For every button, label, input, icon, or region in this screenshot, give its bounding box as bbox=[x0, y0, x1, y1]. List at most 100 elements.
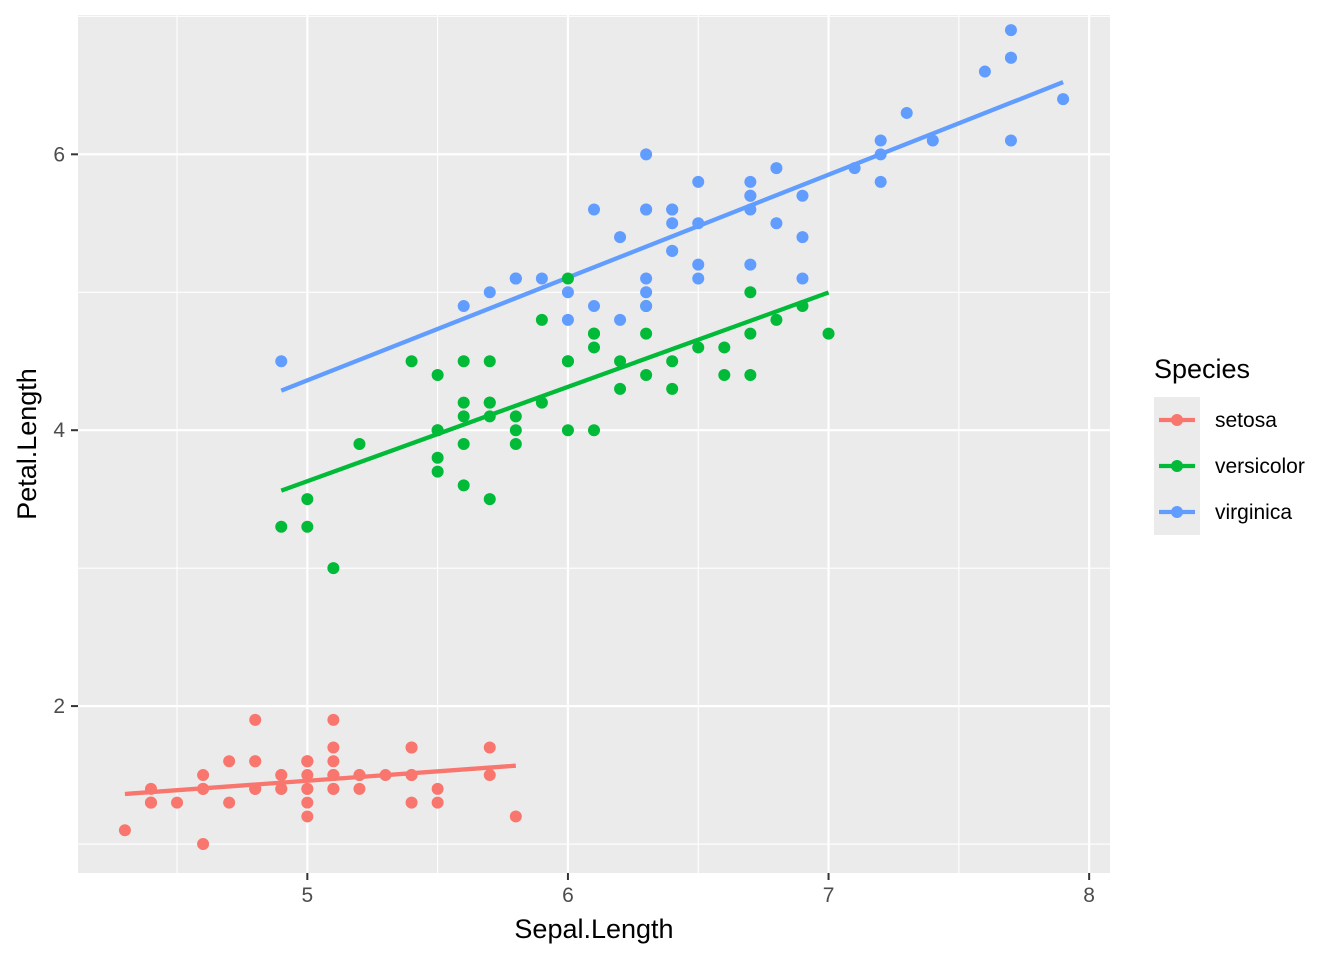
legend-key-point bbox=[1171, 414, 1183, 426]
point-virginica bbox=[614, 313, 627, 326]
point-versicolor bbox=[431, 369, 444, 382]
point-versicolor bbox=[457, 355, 470, 368]
point-virginica bbox=[1004, 51, 1017, 64]
point-setosa bbox=[249, 782, 262, 795]
point-versicolor bbox=[353, 438, 366, 450]
point-versicolor bbox=[405, 355, 418, 368]
point-versicolor bbox=[640, 369, 653, 382]
legend: Species setosa versicolor virginica bbox=[1154, 354, 1305, 535]
x-tick-label: 8 bbox=[1083, 884, 1095, 907]
point-versicolor bbox=[535, 313, 548, 326]
point-setosa bbox=[483, 769, 496, 782]
point-setosa bbox=[405, 796, 418, 809]
point-virginica bbox=[640, 272, 653, 285]
point-versicolor bbox=[796, 300, 809, 313]
point-setosa bbox=[353, 782, 366, 795]
point-virginica bbox=[457, 300, 470, 313]
point-virginica bbox=[978, 65, 991, 78]
point-setosa bbox=[197, 782, 210, 795]
x-axis: 5 6 7 8 bbox=[301, 873, 1095, 907]
point-setosa bbox=[197, 838, 210, 851]
point-virginica bbox=[561, 313, 574, 326]
point-versicolor bbox=[588, 424, 600, 437]
point-setosa bbox=[301, 782, 314, 795]
point-setosa bbox=[249, 713, 262, 726]
point-versicolor bbox=[666, 382, 679, 395]
point-setosa bbox=[144, 782, 157, 795]
point-setosa bbox=[275, 782, 288, 795]
point-setosa bbox=[144, 796, 157, 809]
point-virginica bbox=[796, 272, 809, 285]
point-virginica bbox=[640, 203, 653, 216]
point-versicolor bbox=[614, 355, 627, 368]
y-tick-label: 6 bbox=[53, 143, 65, 166]
point-versicolor bbox=[431, 465, 444, 478]
point-virginica bbox=[588, 300, 600, 313]
point-virginica bbox=[796, 231, 809, 244]
point-virginica bbox=[848, 162, 861, 175]
point-setosa bbox=[327, 755, 340, 768]
point-setosa bbox=[379, 769, 392, 782]
point-setosa bbox=[405, 769, 418, 782]
point-versicolor bbox=[561, 424, 574, 437]
point-versicolor bbox=[431, 451, 444, 464]
point-virginica bbox=[640, 300, 653, 313]
data-points bbox=[118, 24, 1070, 851]
point-virginica bbox=[692, 175, 705, 188]
point-virginica bbox=[770, 162, 783, 175]
point-versicolor bbox=[509, 424, 522, 437]
point-versicolor bbox=[561, 355, 574, 368]
point-virginica bbox=[1004, 24, 1017, 37]
point-versicolor bbox=[770, 313, 783, 326]
point-virginica bbox=[874, 134, 887, 147]
point-versicolor bbox=[509, 410, 522, 423]
point-virginica bbox=[1004, 134, 1017, 147]
point-versicolor bbox=[301, 520, 314, 533]
point-setosa bbox=[275, 769, 288, 782]
point-versicolor bbox=[457, 396, 470, 409]
point-setosa bbox=[301, 810, 314, 823]
point-virginica bbox=[483, 286, 496, 299]
fit-line-setosa bbox=[124, 763, 516, 797]
x-tick-label: 5 bbox=[301, 884, 313, 907]
point-setosa bbox=[483, 741, 496, 754]
legend-label-setosa: setosa bbox=[1215, 409, 1277, 432]
point-setosa bbox=[327, 769, 340, 782]
point-setosa bbox=[118, 824, 131, 837]
point-versicolor bbox=[327, 562, 340, 575]
y-tick-label: 2 bbox=[53, 695, 65, 718]
point-setosa bbox=[327, 713, 340, 726]
point-virginica bbox=[666, 217, 679, 230]
point-virginica bbox=[692, 272, 705, 285]
point-virginica bbox=[874, 148, 887, 161]
point-versicolor bbox=[718, 369, 731, 382]
fit-line-versicolor bbox=[280, 290, 830, 493]
point-versicolor bbox=[744, 369, 757, 382]
point-setosa bbox=[301, 755, 314, 768]
point-versicolor bbox=[431, 424, 444, 437]
point-virginica bbox=[692, 217, 705, 230]
point-virginica bbox=[588, 203, 600, 216]
point-versicolor bbox=[483, 410, 496, 423]
x-tick-label: 7 bbox=[823, 884, 835, 907]
point-setosa bbox=[197, 769, 210, 782]
minor-gridlines bbox=[78, 15, 1110, 873]
point-setosa bbox=[327, 782, 340, 795]
point-virginica bbox=[744, 175, 757, 188]
point-versicolor bbox=[483, 396, 496, 409]
point-setosa bbox=[431, 782, 444, 795]
point-virginica bbox=[535, 272, 548, 285]
point-versicolor bbox=[692, 341, 705, 354]
y-tick-label: 4 bbox=[53, 419, 65, 442]
point-virginica bbox=[614, 231, 627, 244]
point-versicolor bbox=[457, 410, 470, 423]
point-versicolor bbox=[561, 272, 574, 285]
point-virginica bbox=[874, 175, 887, 188]
point-versicolor bbox=[535, 396, 548, 409]
point-versicolor bbox=[457, 438, 470, 450]
point-versicolor bbox=[588, 327, 600, 340]
point-virginica bbox=[1057, 93, 1070, 106]
point-setosa bbox=[353, 769, 366, 782]
point-virginica bbox=[770, 217, 783, 230]
point-versicolor bbox=[483, 355, 496, 368]
